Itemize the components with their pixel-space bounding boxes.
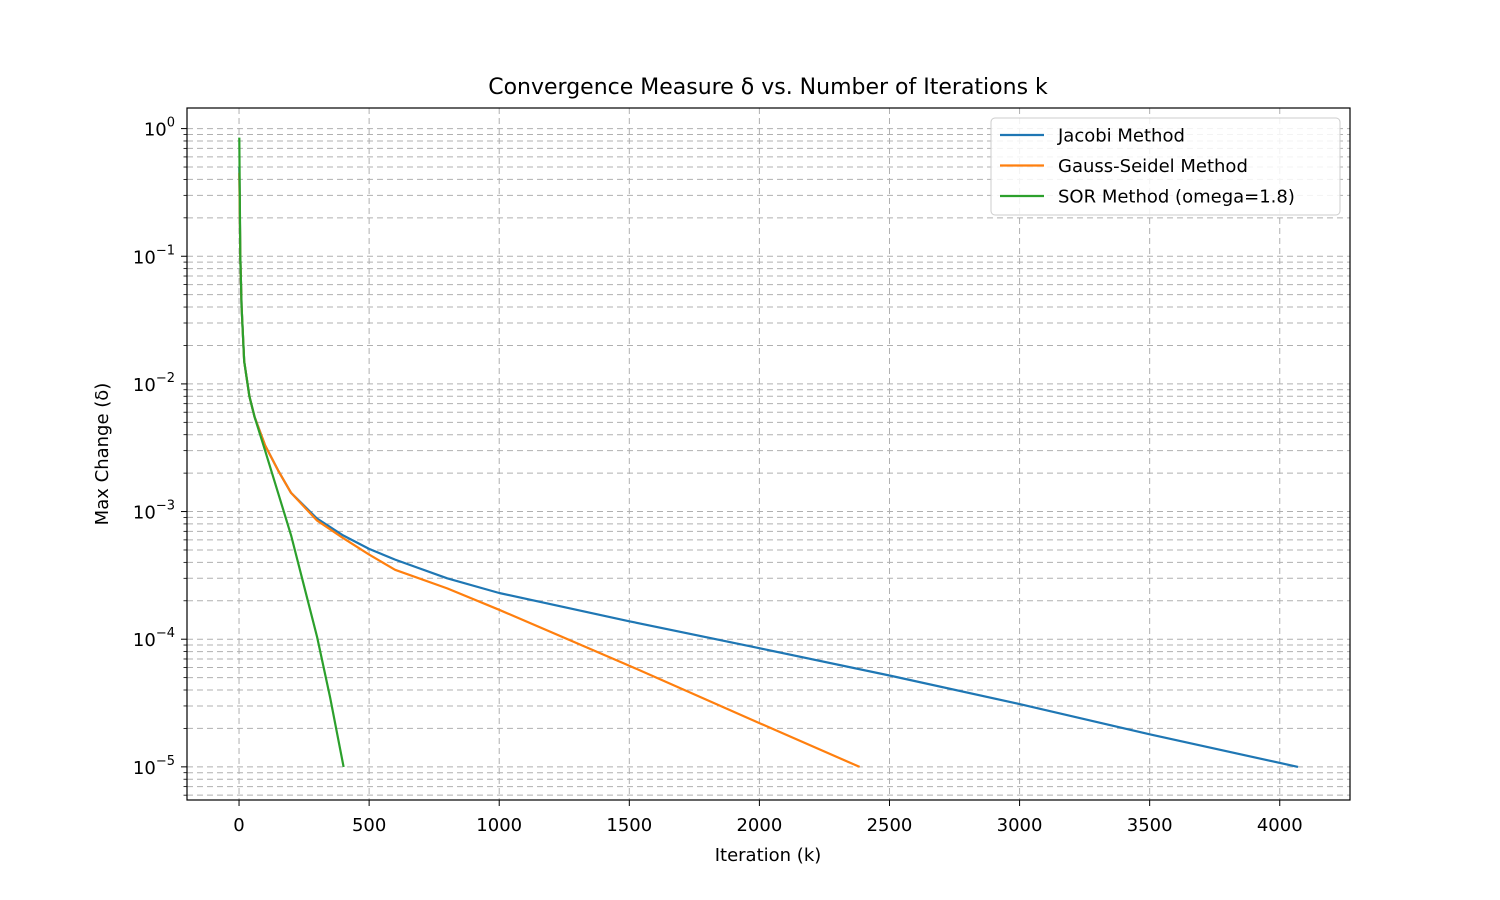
series-line-2 bbox=[238, 137, 345, 768]
y-tick-label: 10−4 bbox=[133, 626, 175, 651]
x-axis-label: Iteration (k) bbox=[715, 845, 822, 866]
x-tick-label: 2500 bbox=[867, 815, 913, 836]
y-axis-label: Max Change (δ) bbox=[92, 383, 113, 526]
legend-label: SOR Method (omega=1.8) bbox=[1058, 187, 1295, 208]
plot-frame bbox=[186, 107, 1351, 801]
x-tick-label: 2000 bbox=[736, 815, 782, 836]
legend: Jacobi Method Gauss-Seidel Method SOR Meth… bbox=[990, 117, 1341, 216]
grid bbox=[187, 108, 1350, 800]
y-tick-label: 100 bbox=[144, 116, 175, 141]
legend-label: Gauss-Seidel Method bbox=[1058, 156, 1248, 177]
legend-label: Jacobi Method bbox=[1057, 126, 1185, 147]
y-tick-label: 10−3 bbox=[133, 499, 175, 524]
x-tick-label: 0 bbox=[233, 815, 244, 836]
x-axis: 0 500 1000 1500 2000 2500 3000 3500 4000 bbox=[233, 800, 1303, 836]
y-tick-label: 10−1 bbox=[133, 243, 175, 268]
chart-title: Convergence Measure δ vs. Number of Iter… bbox=[488, 75, 1048, 100]
series-line-0 bbox=[238, 166, 1299, 768]
y-tick-label: 10−2 bbox=[133, 371, 175, 396]
plot-area bbox=[238, 137, 1299, 768]
y-axis: 100 10−1 10−2 10−3 10−4 10−5 bbox=[133, 116, 187, 796]
x-tick-label: 1500 bbox=[606, 815, 652, 836]
x-tick-label: 4000 bbox=[1257, 815, 1303, 836]
y-tick-label: 10−5 bbox=[133, 754, 175, 779]
x-tick-label: 3500 bbox=[1127, 815, 1173, 836]
x-tick-label: 3000 bbox=[997, 815, 1043, 836]
x-tick-label: 1000 bbox=[476, 815, 522, 836]
x-tick-label: 500 bbox=[352, 815, 386, 836]
legend-box bbox=[990, 117, 1341, 216]
